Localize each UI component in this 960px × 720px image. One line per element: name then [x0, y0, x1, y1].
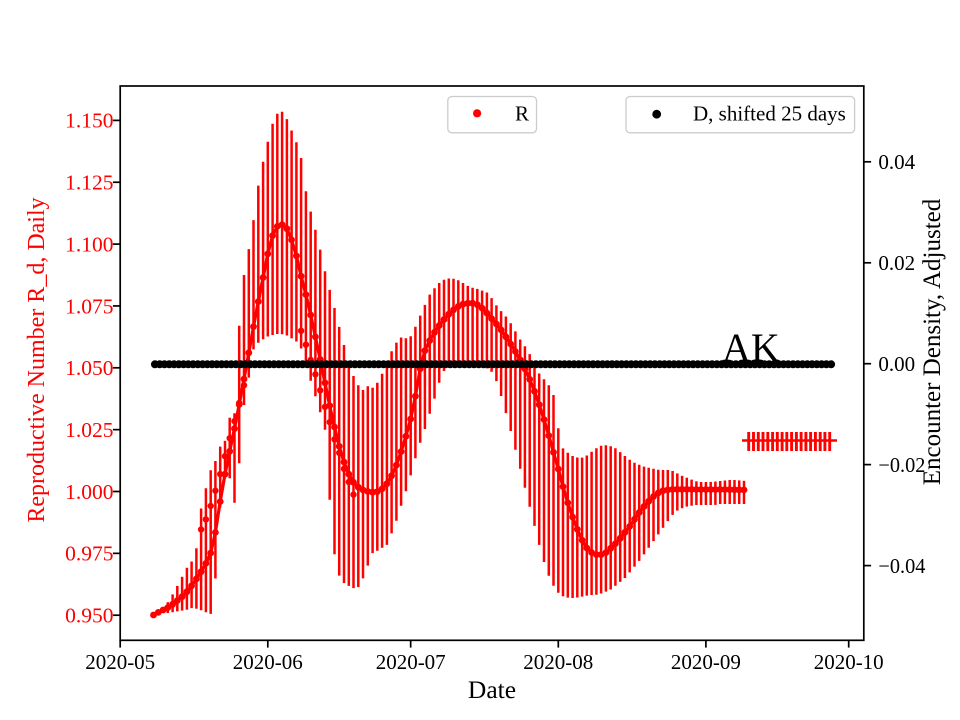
svg-text:R: R: [515, 102, 529, 126]
svg-text:0.00: 0.00: [878, 352, 915, 376]
svg-text:−0.02: −0.02: [878, 453, 925, 477]
svg-text:0.950: 0.950: [65, 604, 113, 628]
svg-text:Reproductive Number R_d, Daily: Reproductive Number R_d, Daily: [24, 197, 50, 522]
svg-text:AK: AK: [722, 325, 780, 370]
svg-text:2020-07: 2020-07: [376, 650, 446, 674]
svg-text:2020-10: 2020-10: [814, 650, 884, 674]
svg-text:2020-06: 2020-06: [233, 650, 303, 674]
svg-text:1.125: 1.125: [65, 171, 113, 195]
svg-text:1.050: 1.050: [65, 356, 113, 380]
svg-text:0.975: 0.975: [65, 542, 113, 566]
svg-text:1.150: 1.150: [65, 109, 113, 133]
svg-text:0.04: 0.04: [878, 150, 915, 174]
svg-text:1.025: 1.025: [65, 418, 113, 442]
svg-text:1.000: 1.000: [65, 480, 113, 504]
svg-text:1.075: 1.075: [65, 294, 113, 318]
svg-text:2020-08: 2020-08: [523, 650, 593, 674]
svg-text:1.100: 1.100: [65, 232, 113, 256]
svg-text:0.02: 0.02: [878, 251, 915, 275]
svg-text:−0.04: −0.04: [878, 554, 925, 578]
svg-text:Date: Date: [468, 675, 516, 704]
svg-text:2020-05: 2020-05: [85, 650, 155, 674]
svg-text:2020-09: 2020-09: [671, 650, 741, 674]
svg-text:D, shifted 25 days: D, shifted 25 days: [693, 102, 846, 126]
svg-text:Encounter Density, Adjusted: Encounter Density, Adjusted: [919, 198, 946, 485]
